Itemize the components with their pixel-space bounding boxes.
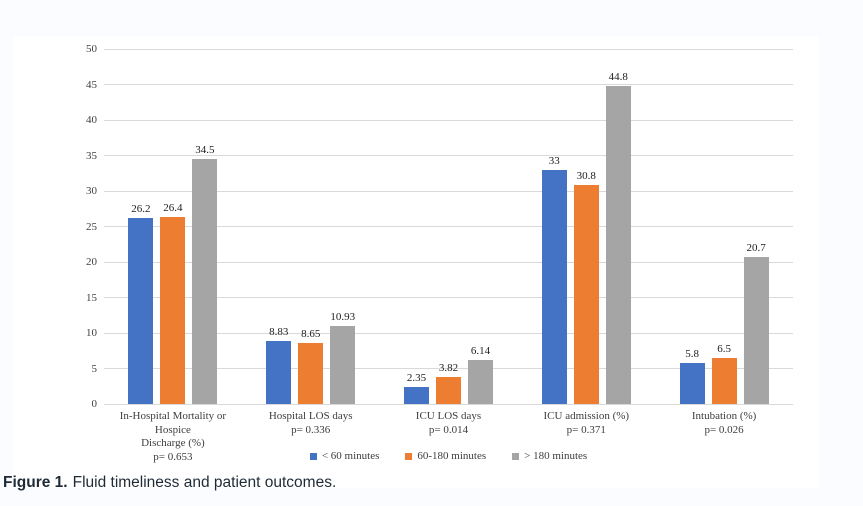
gridline <box>104 368 793 369</box>
y-tick-label: 0 <box>91 398 98 410</box>
category-label-line: Discharge (%) <box>141 437 205 449</box>
bar: 44.8 <box>605 71 631 404</box>
bar-value-label: 33 <box>548 154 560 167</box>
y-tick-label: 45 <box>86 78 97 91</box>
gridline <box>104 261 793 263</box>
category-label: Hospital LOS days p= 0.336 <box>242 410 380 437</box>
legend-marker-icon <box>405 452 413 460</box>
bar: 8.83 <box>266 326 292 404</box>
category-label: ICU admission (%) p= 0.371 <box>517 410 655 437</box>
legend-item-label: < 60 minutes <box>321 450 380 462</box>
bar: 2.35 <box>403 372 429 404</box>
bar-value-label: 26.4 <box>163 201 183 214</box>
category-label-line: Hospital LOS days <box>268 410 353 422</box>
bar: 26.4 <box>160 202 186 404</box>
bar-group: 8.83 8.65 10.93 <box>242 311 380 404</box>
category-label-line: Intubation (%) <box>691 410 757 422</box>
bar-group: 5.8 6.5 20.7 <box>655 242 793 404</box>
figure-caption-text: Fluid timeliness and patient outcomes. <box>72 474 337 491</box>
y-tick-label: 25 <box>86 220 97 233</box>
gridline <box>104 190 793 192</box>
gridline <box>104 48 793 50</box>
bar: 30.8 <box>573 170 599 404</box>
y-tick-label: 10 <box>86 327 97 339</box>
legend-item-label: 60-180 minutes <box>417 450 487 462</box>
category-label: In-Hospital Mortality or Hospice Discharg… <box>104 410 242 464</box>
y-tick-label: 20 <box>86 256 97 268</box>
bar: 6.5 <box>711 343 737 404</box>
bar-group: 2.35 3.82 6.14 <box>380 345 518 404</box>
gridline <box>104 403 793 405</box>
bar: 3.82 <box>435 362 461 404</box>
bar-value-label: 30.8 <box>576 170 596 183</box>
bar-value-label: 8.83 <box>269 326 289 339</box>
y-tick-label: 15 <box>86 291 97 304</box>
category-label: Intubation (%) p= 0.026 <box>655 410 793 437</box>
bar: 8.65 <box>298 328 324 404</box>
legend-item-label: > 180 minutes <box>524 450 588 462</box>
p-value-label: p= 0.653 <box>153 450 193 463</box>
legend-marker-icon <box>512 452 520 460</box>
y-tick-label: 50 <box>86 43 97 55</box>
x-axis-labels: In-Hospital Mortality or Hospice Discharg… <box>104 410 793 463</box>
category-label-line: ICU admission (%) <box>543 410 630 422</box>
gridline <box>104 297 793 298</box>
bar: 5.8 <box>679 348 705 404</box>
bar-value-label: 26.2 <box>131 202 151 215</box>
plot-area: 26.2 26.4 34.5 8.83 8.65 10.93 2.35 3.82 6.14 33 3… <box>104 48 793 405</box>
legend: < 60 minutes 60-180 minutes > 180 minutes <box>104 450 793 462</box>
p-value-label: p= 0.026 <box>704 423 744 436</box>
y-tick-label: 5 <box>91 362 98 375</box>
bar-value-label: 2.35 <box>406 372 427 385</box>
legend-item: < 60 minutes <box>309 450 380 462</box>
category-label-line: ICU LOS days <box>415 410 482 422</box>
bar-value-label: 20.7 <box>746 242 766 255</box>
bar-value-label: 8.65 <box>301 327 321 340</box>
y-axis-labels: 0 5 10 15 20 25 30 35 40 45 50 <box>56 43 98 410</box>
gridline <box>104 226 793 227</box>
bar: 34.5 <box>192 144 218 404</box>
bar: 6.14 <box>467 345 493 404</box>
bar-value-label: 5.8 <box>685 347 699 360</box>
category-label-line: In-Hospital Mortality or Hospice <box>119 410 227 436</box>
y-tick-label: 40 <box>86 114 97 126</box>
gridline <box>104 119 793 121</box>
bar-value-label: 6.14 <box>470 345 491 358</box>
category-label: ICU LOS days p= 0.014 <box>380 410 518 437</box>
bar-group: 26.2 26.4 34.5 <box>104 144 242 404</box>
bar: 26.2 <box>128 203 154 404</box>
figure-caption: Figure 1. Fluid timeliness and patient ou… <box>3 474 336 492</box>
gridline <box>104 332 793 334</box>
gridline <box>104 155 793 156</box>
legend-marker-icon <box>309 452 317 460</box>
legend-item: 60-180 minutes <box>405 450 486 462</box>
bar-value-label: 10.93 <box>330 311 356 324</box>
gridline <box>104 84 793 85</box>
figure-caption-label: Figure 1. <box>3 474 68 491</box>
bar-group: 33 30.8 44.8 <box>517 71 655 404</box>
y-tick-label: 30 <box>86 185 97 197</box>
bar: 33 <box>541 155 567 404</box>
bar: 20.7 <box>743 242 769 404</box>
p-value-label: p= 0.336 <box>291 423 331 436</box>
p-value-label: p= 0.014 <box>428 423 469 436</box>
bar-value-label: 34.5 <box>195 144 215 157</box>
bar-value-label: 6.5 <box>717 342 731 355</box>
bar: 10.93 <box>330 311 356 404</box>
bar-value-label: 44.8 <box>608 70 628 83</box>
y-tick-label: 35 <box>86 149 97 162</box>
bar-value-label: 3.82 <box>438 361 459 374</box>
p-value-label: p= 0.371 <box>566 423 606 436</box>
legend-item: > 180 minutes <box>512 450 587 462</box>
